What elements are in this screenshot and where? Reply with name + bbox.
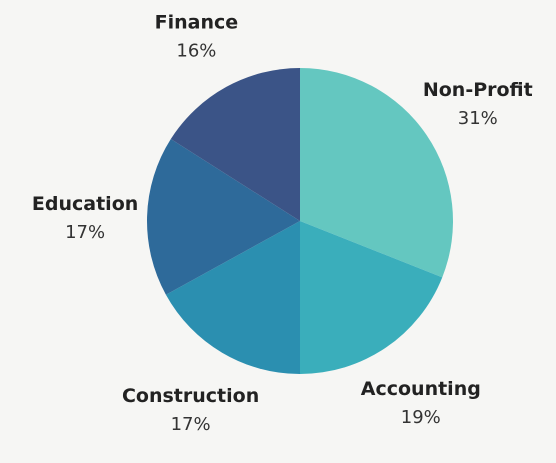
pie-slice-construction xyxy=(165,221,300,374)
pie-slice-education xyxy=(147,139,300,295)
pie-slice-accounting xyxy=(300,221,443,374)
slice-label-finance: Finance xyxy=(155,12,239,34)
slice-value-finance: 16% xyxy=(176,41,216,62)
slice-label-non-profit: Non-Profit xyxy=(423,79,533,101)
slice-label-education: Education xyxy=(32,193,138,215)
pie-slice-finance xyxy=(170,68,300,221)
slice-value-non-profit: 31% xyxy=(458,108,498,129)
slice-label-construction: Construction xyxy=(122,385,259,407)
pie-slice-non-profit xyxy=(300,68,454,278)
slice-label-accounting: Accounting xyxy=(361,378,481,400)
slice-value-education: 17% xyxy=(65,222,105,243)
slice-value-accounting: 19% xyxy=(401,407,441,428)
slice-value-construction: 17% xyxy=(171,414,211,435)
